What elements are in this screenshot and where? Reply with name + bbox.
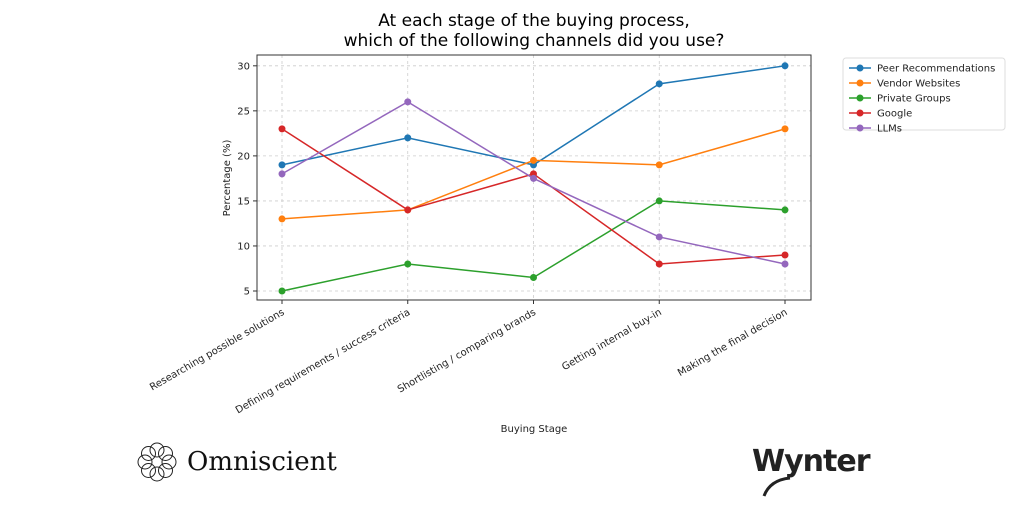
x-tick-label: Getting internal buy-in xyxy=(560,307,663,373)
legend-label: Vendor Websites xyxy=(877,79,960,90)
data-point xyxy=(781,206,789,214)
data-point xyxy=(404,260,412,268)
plot-frame xyxy=(256,54,812,301)
wynter-logo: Wynter xyxy=(752,444,870,497)
data-point xyxy=(655,80,663,88)
data-point xyxy=(781,62,789,70)
data-point xyxy=(404,98,412,106)
data-point xyxy=(655,260,663,268)
legend-marker xyxy=(856,124,864,132)
y-tick-label: 10 xyxy=(237,241,250,252)
legend-marker xyxy=(856,94,864,102)
data-point xyxy=(404,206,412,214)
y-tick-label: 15 xyxy=(237,196,250,207)
legend-label: LLMs xyxy=(877,124,902,135)
data-point xyxy=(655,161,663,169)
data-point xyxy=(655,197,663,205)
y-tick-label: 25 xyxy=(237,106,250,117)
data-point xyxy=(278,125,286,133)
y-axis-label: Percentage (%) xyxy=(222,140,233,217)
x-axis-label: Buying Stage xyxy=(501,424,568,435)
legend-label: Peer Recommendations xyxy=(877,64,995,75)
data-point xyxy=(404,134,412,142)
data-point xyxy=(655,233,663,241)
x-tick-label: Shortlisting / comparing brands xyxy=(396,307,538,395)
data-point xyxy=(278,170,286,178)
data-point xyxy=(278,215,286,223)
data-point xyxy=(530,156,537,164)
legend-marker xyxy=(856,109,864,117)
chart-title-line: At each stage of the buying process, xyxy=(378,11,690,31)
y-tick-label: 30 xyxy=(237,61,250,72)
wynter-logo-text: Wynter xyxy=(752,444,870,479)
wynter-logo-swoosh xyxy=(762,476,791,497)
legend-marker xyxy=(856,79,864,87)
omniscient-logo: Omniscient xyxy=(137,442,337,482)
data-point xyxy=(278,287,286,295)
y-tick-label: 20 xyxy=(237,151,250,162)
data-point xyxy=(530,174,537,182)
data-point xyxy=(781,260,789,268)
legend-marker xyxy=(856,64,864,72)
y-tick-label: 5 xyxy=(244,286,250,297)
legend-label: Google xyxy=(877,109,912,120)
data-point xyxy=(278,161,286,169)
data-point xyxy=(781,125,789,133)
omniscient-logo-text: Omniscient xyxy=(187,447,337,477)
data-point xyxy=(530,273,537,281)
x-tick-label: Making the final decision xyxy=(676,307,790,379)
legend-label: Private Groups xyxy=(877,94,951,105)
chart-title-line: which of the following channels did you … xyxy=(344,31,725,51)
omniscient-logo-icon xyxy=(137,442,177,482)
legend-box xyxy=(842,57,1006,131)
x-tick-label: Researching possible solutions xyxy=(148,307,286,393)
data-point xyxy=(781,251,789,259)
